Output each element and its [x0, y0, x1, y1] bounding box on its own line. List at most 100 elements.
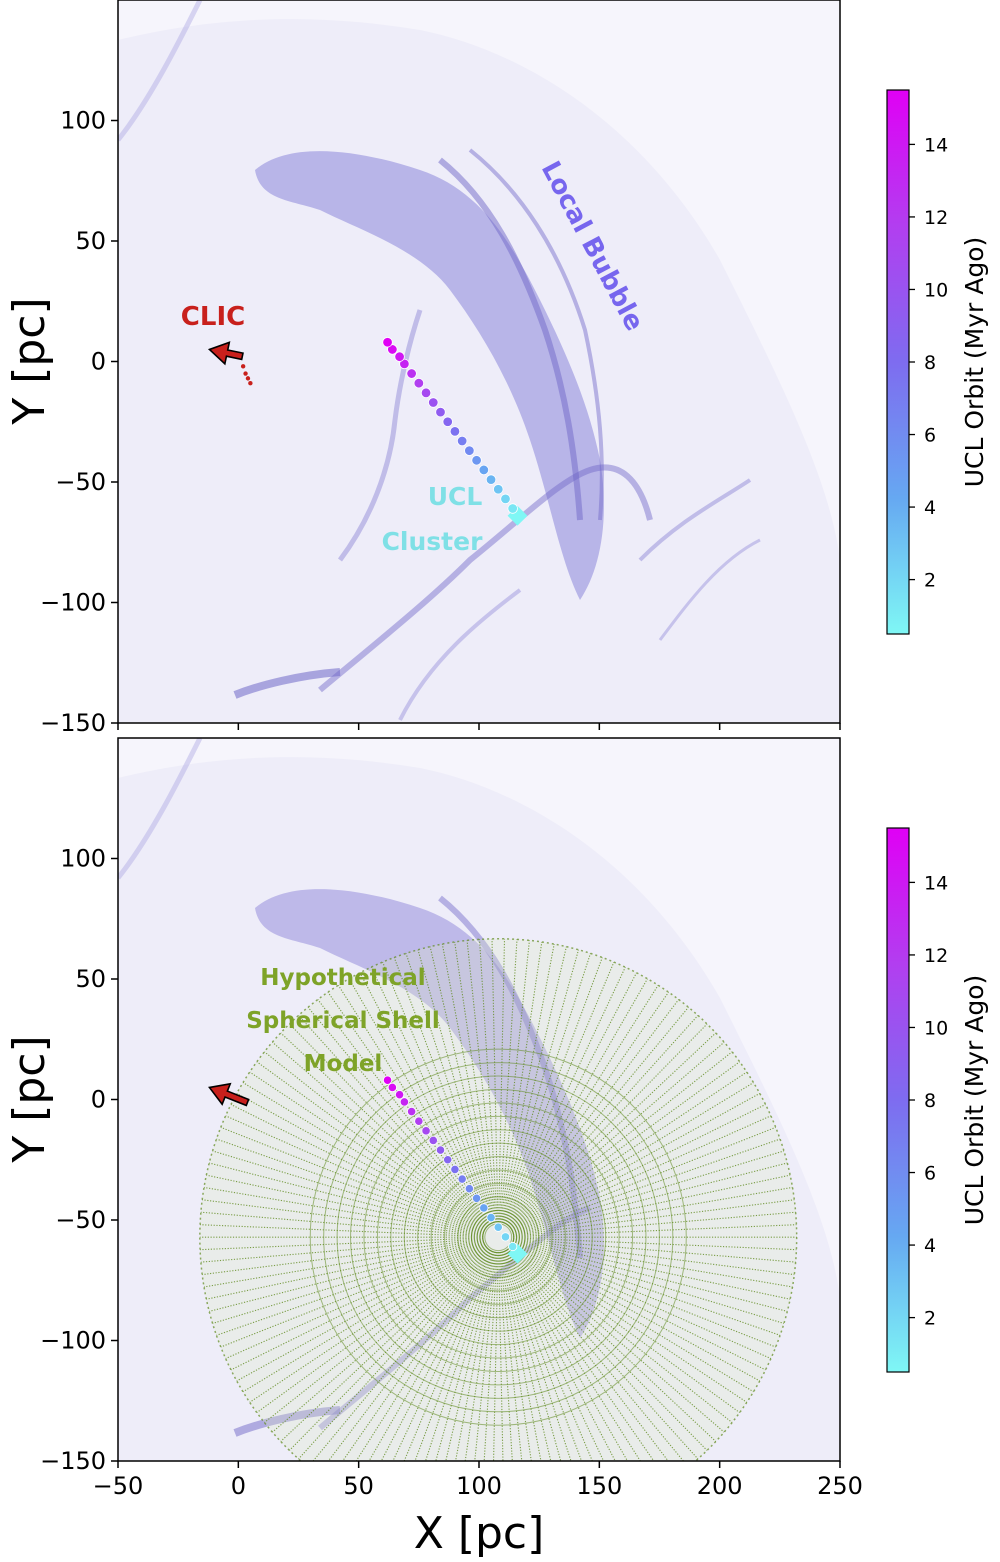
shell-meridian: [256, 1245, 487, 1414]
ucl-orbit-point: [500, 493, 511, 505]
shell-meridian: [506, 991, 670, 1226]
ucl-label-line1: UCL: [428, 482, 483, 511]
ucl-orbit-point: [507, 503, 518, 514]
y-tick-label: 0: [91, 348, 106, 376]
shell-meridian: [212, 1150, 485, 1234]
ucl-orbit-point: [394, 1090, 405, 1100]
x-tick-label: 0: [231, 1472, 246, 1500]
shell-meridian: [510, 1061, 741, 1229]
x-axis-title: X [pc]: [414, 1508, 545, 1559]
y-tick-label: −100: [40, 589, 106, 617]
shell-meridian: [454, 941, 497, 1223]
ucl-orbit-point: [449, 426, 461, 437]
shell-meridian: [513, 1224, 797, 1238]
clic-arrow: [208, 1082, 250, 1107]
ucl-orbit-point: [387, 344, 398, 355]
shell-meridian: [256, 1061, 487, 1229]
ucl-orbit-point: [479, 1203, 489, 1213]
shell-meridian: [242, 1082, 486, 1230]
shell-ring: [363, 1102, 634, 1372]
shell-meridian: [405, 953, 495, 1224]
bottom-y-axis: −150 −100 −50 0 50 100: [40, 845, 118, 1475]
shell-meridian: [441, 943, 496, 1223]
shell-meridian: [359, 972, 492, 1225]
colorbar-tick-label: 4: [924, 497, 936, 519]
shell-meridian: [236, 1243, 486, 1382]
shell-meridian: [230, 1243, 486, 1371]
shell-meridian: [509, 1246, 725, 1433]
shell-meridian: [512, 1199, 795, 1236]
shell-meridian: [203, 1186, 484, 1236]
shell-label-line3: Model: [304, 1051, 383, 1077]
ucl-label-line2: Cluster: [382, 527, 484, 556]
top-dust-map: [118, 0, 840, 723]
clic-label: CLIC: [181, 302, 245, 332]
shell-fill: [199, 938, 797, 1461]
y-tick-label: 100: [60, 845, 106, 873]
shell-meridian: [264, 1246, 487, 1423]
shell-meridian: [503, 961, 615, 1224]
shell-meridian: [298, 1015, 489, 1227]
shell-meridian: [510, 1244, 748, 1403]
ucl-orbit-point: [413, 377, 425, 389]
x-tick-label: 200: [697, 1472, 743, 1500]
ucl-orbit-point: [407, 1106, 417, 1117]
shell-meridian: [511, 1103, 766, 1232]
colorbar-tick-label: 14: [924, 134, 948, 156]
y-tick-label: −150: [40, 1447, 106, 1475]
x-tick-label: 150: [576, 1472, 622, 1500]
shell-meridian: [298, 1247, 489, 1460]
ucl-orbit-point: [435, 1145, 446, 1155]
shell-meridian: [317, 999, 490, 1226]
shell-meridian: [513, 1237, 796, 1263]
clic-arrow: [207, 341, 244, 366]
colorbar-tick-label: 12: [924, 207, 948, 229]
ucl-orbit-point: [382, 337, 393, 348]
shell-meridian: [249, 1071, 487, 1230]
top-y-axis: −150 −100 −50 0 50 100: [40, 107, 118, 737]
shell-meridian: [511, 1242, 776, 1348]
ucl-orbit-point: [414, 1116, 424, 1126]
shell-meridian: [511, 1115, 772, 1232]
shell-meridian: [504, 1250, 616, 1461]
shell-meridian: [200, 1211, 484, 1237]
shell-meridian: [512, 1150, 785, 1234]
shell-meridian: [200, 1224, 484, 1238]
shell-meridian: [264, 1051, 487, 1229]
shell-meridian: [510, 1245, 741, 1414]
ucl-orbit-point: [406, 368, 417, 379]
shell-meridian: [510, 1082, 754, 1230]
shell-meridian: [327, 1248, 490, 1461]
shell-meridian: [498, 939, 518, 1223]
shell-meridian: [230, 1103, 486, 1232]
shell-meridian: [513, 1237, 797, 1251]
shell-meridian: [505, 1249, 629, 1461]
ucl-orbit-point: [382, 1075, 393, 1085]
bottom-y-axis-title: Y [pc]: [4, 1035, 55, 1163]
shell-meridian: [491, 938, 499, 1223]
colorbar-tick-label: 10: [924, 1017, 948, 1039]
shell-meridian: [506, 999, 680, 1226]
shell-meridian: [280, 1032, 488, 1228]
shell-meridian: [513, 1211, 796, 1237]
shell-label-line1: Hypothetical: [260, 965, 425, 991]
shell-meridian: [271, 1246, 488, 1433]
shell-ring: [350, 1088, 647, 1386]
shell-meridian: [225, 1242, 485, 1360]
shell-meridian: [501, 946, 567, 1223]
ucl-orbit-point: [421, 1126, 431, 1136]
shell-meridian: [512, 1186, 793, 1236]
ucl-orbit-point: [457, 1174, 467, 1184]
shell-meridian: [312, 1248, 490, 1461]
shell-meridian: [289, 1247, 489, 1451]
shell-edge: [199, 938, 798, 1461]
colorbar-tick-label: 8: [924, 1090, 936, 1112]
shell-meridian: [512, 1138, 781, 1233]
shell-meridian: [511, 1243, 761, 1382]
top-ucl-orbit: [382, 337, 528, 526]
shell-meridian: [368, 1249, 492, 1461]
shell-meridian: [501, 949, 580, 1223]
ucl-orbit-point: [399, 358, 410, 370]
shell-meridian: [508, 1023, 708, 1227]
